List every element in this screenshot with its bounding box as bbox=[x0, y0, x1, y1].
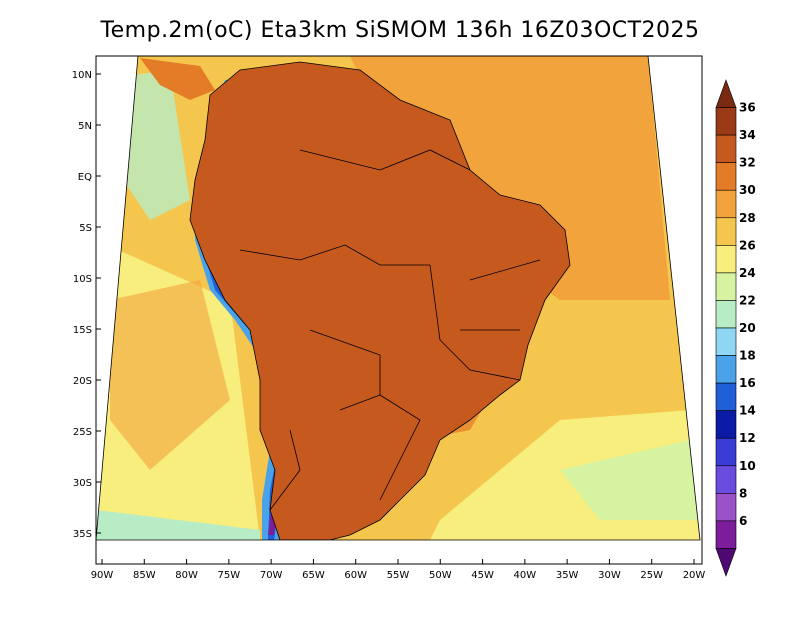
border-states-ne bbox=[460, 259, 541, 331]
border-paraguay bbox=[379, 394, 421, 501]
colorbar-label: 24 bbox=[739, 266, 756, 280]
colorbar-bin bbox=[715, 382, 737, 411]
colorbar-label: 36 bbox=[739, 101, 756, 115]
colorbar-label: 30 bbox=[739, 183, 756, 197]
colorbar-label: 12 bbox=[739, 431, 756, 445]
colorbar-bin bbox=[715, 437, 737, 467]
colorbar-bin bbox=[715, 520, 737, 549]
x-tick-label: 80W bbox=[175, 570, 198, 581]
colorbar-bin bbox=[715, 162, 737, 191]
colorbar-arrow-bottom bbox=[715, 548, 737, 577]
colorbar-label: 16 bbox=[739, 376, 756, 390]
border-chile-argentina bbox=[269, 429, 301, 511]
border-peru-brazil bbox=[239, 244, 430, 266]
x-tick-label: 20W bbox=[683, 570, 706, 581]
colorbar-bin bbox=[715, 107, 737, 136]
y-tick-label: 15S bbox=[73, 325, 92, 336]
y-tick-label: EQ bbox=[78, 172, 92, 183]
colorbar-label: 14 bbox=[739, 404, 756, 418]
colorbar-bin bbox=[715, 134, 737, 163]
y-tick-label: 10N bbox=[72, 70, 92, 81]
colorbar-label: 22 bbox=[739, 293, 756, 307]
x-tick-label: 85W bbox=[133, 570, 156, 581]
border-north bbox=[299, 149, 471, 171]
colorbar-bin bbox=[715, 300, 737, 329]
colorbar-label: 6 bbox=[739, 514, 747, 528]
colorbar-arrow-top bbox=[715, 79, 737, 108]
x-tick-label: 60W bbox=[344, 570, 367, 581]
colorbar-label: 28 bbox=[739, 211, 756, 225]
colorbar-bin bbox=[715, 493, 737, 522]
colorbar-bin bbox=[715, 217, 737, 246]
colorbar-label: 34 bbox=[739, 128, 756, 142]
y-tick-label: 25S bbox=[73, 427, 92, 438]
colorbar-bin bbox=[715, 327, 737, 356]
map-frame bbox=[95, 55, 703, 565]
x-tick-label: 70W bbox=[260, 570, 283, 581]
x-axis: 90W 85W 80W 75W 70W 65W 60W 55W 50W 45W 40W 35W 30W 2… bbox=[91, 559, 706, 581]
central-america bbox=[140, 58, 215, 100]
ocean-far-south bbox=[96, 510, 260, 540]
x-tick-label: 65W bbox=[302, 570, 325, 581]
x-tick-label: 55W bbox=[387, 570, 410, 581]
colorbar-label: 20 bbox=[739, 321, 756, 335]
temperature-field bbox=[96, 56, 700, 540]
x-tick-label: 25W bbox=[640, 570, 663, 581]
colorbar-bin bbox=[715, 355, 737, 384]
y-tick-label: 10S bbox=[73, 274, 92, 285]
colorbar-bin bbox=[715, 189, 737, 219]
ocean-pacific-patch bbox=[110, 280, 230, 470]
x-tick-label: 75W bbox=[218, 570, 241, 581]
colorbar-bin bbox=[715, 272, 737, 301]
colorbar-label: 32 bbox=[739, 156, 756, 170]
border-bolivia bbox=[309, 329, 381, 411]
x-tick-label: 50W bbox=[429, 570, 452, 581]
colorbar-label: 8 bbox=[739, 486, 747, 500]
colorbar: 36 34 32 30 28 26 24 22 20 18 16 14 12 10 8 6 bbox=[715, 79, 756, 577]
y-axis: 10N 5N EQ 5S 10S 15S 20S 25S 30S 35S bbox=[72, 70, 101, 540]
y-tick-label: 5N bbox=[78, 121, 92, 132]
y-tick-label: 30S bbox=[73, 478, 92, 489]
colorbar-label: 10 bbox=[739, 459, 756, 473]
colorbar-bin bbox=[715, 410, 737, 439]
x-tick-label: 30W bbox=[598, 570, 621, 581]
map-title: Temp.2m(oC) Eta3km SiSMOM 136h 16Z03OCT2… bbox=[100, 18, 700, 43]
border-brazil-states bbox=[429, 264, 521, 381]
country-borders bbox=[189, 61, 571, 540]
ocean-atlantic-cool bbox=[560, 440, 700, 520]
colorbar-label: 18 bbox=[739, 349, 756, 363]
x-tick-label: 45W bbox=[471, 570, 494, 581]
y-tick-label: 35S bbox=[73, 529, 92, 540]
colorbar-label: 26 bbox=[739, 238, 756, 252]
colorbar-bin bbox=[715, 465, 737, 494]
x-tick-label: 40W bbox=[514, 570, 537, 581]
y-tick-label: 5S bbox=[79, 223, 92, 234]
colorbar-bin bbox=[715, 245, 737, 274]
y-tick-label: 20S bbox=[73, 376, 92, 387]
x-tick-label: 35W bbox=[556, 570, 579, 581]
x-tick-label: 90W bbox=[91, 570, 114, 581]
